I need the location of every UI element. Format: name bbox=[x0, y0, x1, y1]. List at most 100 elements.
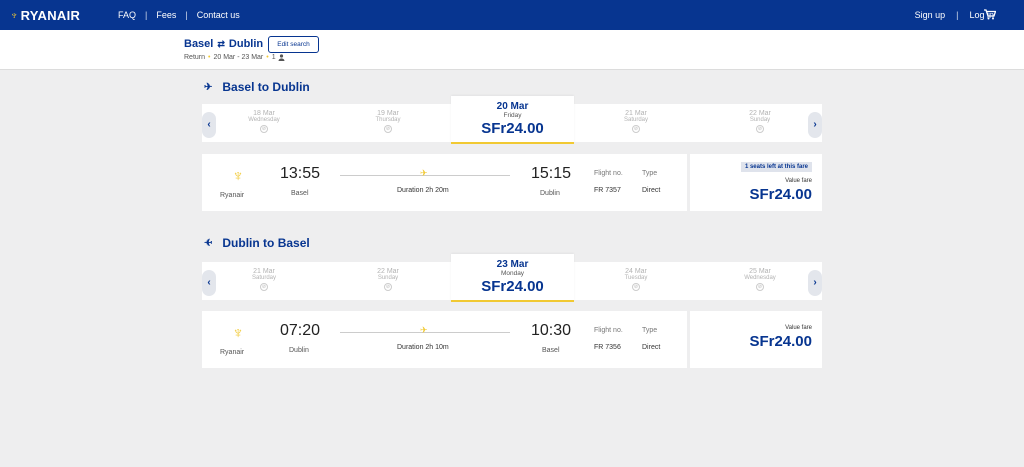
nav-link-faq[interactable]: FAQ bbox=[118, 10, 137, 20]
weekday-label: Monday bbox=[500, 270, 525, 277]
date-price: SFr24.00 bbox=[481, 120, 544, 137]
trip-dates: 20 Mar - 23 Mar bbox=[213, 54, 264, 61]
arrival-time: 10:30 bbox=[531, 322, 572, 339]
arrival-time: 15:15 bbox=[531, 165, 572, 182]
flight-number-label: Flight no. bbox=[594, 327, 623, 334]
unavailable-icon: ⊘ bbox=[756, 125, 764, 133]
date-option[interactable]: 19 Mar Thursday ⊘ bbox=[326, 104, 450, 142]
nav-separator: | bbox=[956, 10, 959, 20]
date-label: 22 Mar bbox=[377, 268, 399, 275]
selected-date-option[interactable]: 23 Mar Monday SFr24.00 bbox=[451, 254, 574, 302]
unavailable-icon: ⊘ bbox=[756, 283, 764, 291]
departure-city: Basel bbox=[291, 190, 309, 197]
weekday-label: Tuesday bbox=[624, 275, 648, 281]
weekday-label: Wednesday bbox=[744, 275, 776, 281]
date-option[interactable]: 25 Mar Wednesday ⊘ bbox=[698, 262, 822, 300]
date-option[interactable]: 21 Mar Saturday ⊘ bbox=[202, 262, 326, 300]
fare-price: SFr24.00 bbox=[749, 186, 812, 203]
date-option[interactable]: 18 Mar Wednesday ⊘ bbox=[202, 104, 326, 142]
fare-price: SFr24.00 bbox=[749, 333, 812, 350]
logo-text: RYANAIR bbox=[20, 8, 81, 23]
date-option[interactable]: 21 Mar Saturday ⊘ bbox=[574, 104, 698, 142]
unavailable-icon: ⊘ bbox=[260, 283, 268, 291]
dot-separator: • bbox=[208, 54, 211, 61]
user-icon bbox=[278, 54, 285, 61]
flight-duration: Duration 2h 10m bbox=[397, 344, 449, 351]
outbound-title: Basel to Dublin bbox=[222, 80, 310, 94]
weekday-label: Friday bbox=[503, 112, 522, 119]
weekday-label: Sunday bbox=[377, 275, 399, 281]
harp-logo-icon: ♆ bbox=[232, 168, 244, 185]
date-option[interactable]: 22 Mar Sunday ⊘ bbox=[698, 104, 822, 142]
account-links: Sign up | Log in bbox=[915, 10, 994, 20]
cart-icon[interactable] bbox=[984, 9, 996, 20]
flight-duration: Duration 2h 20m bbox=[397, 187, 449, 194]
nav-separator: | bbox=[185, 10, 188, 20]
flight-type: Direct bbox=[642, 187, 661, 194]
date-label: 18 Mar bbox=[253, 110, 275, 117]
seats-left-badge: 1 seats left at this fare bbox=[740, 162, 812, 172]
plane-icon: ✈ bbox=[204, 81, 213, 93]
date-label: 22 Mar bbox=[749, 110, 771, 117]
edit-search-button[interactable]: Edit search bbox=[268, 36, 319, 53]
chevron-left-icon[interactable]: ‹ bbox=[202, 270, 216, 296]
weekday-label: Wednesday bbox=[248, 117, 280, 123]
passenger-count: 1 bbox=[271, 54, 276, 61]
date-label: 21 Mar bbox=[625, 110, 647, 117]
departure-time: 13:55 bbox=[280, 165, 321, 182]
date-label: 23 Mar bbox=[496, 259, 529, 270]
plane-icon: ✈ bbox=[420, 168, 428, 178]
weekday-label: Sunday bbox=[749, 117, 771, 123]
departure-time: 07:20 bbox=[280, 322, 321, 339]
destination-city: Dublin bbox=[228, 38, 264, 50]
fare-type: Value fare bbox=[785, 325, 812, 331]
log-in-link[interactable]: Log in bbox=[969, 10, 994, 20]
flight-number: FR 7357 bbox=[594, 187, 621, 194]
fare-type: Value fare bbox=[785, 178, 812, 184]
date-option[interactable]: 22 Mar Sunday ⊘ bbox=[326, 262, 450, 300]
chevron-right-icon[interactable]: › bbox=[808, 270, 822, 296]
outbound-flight-card[interactable]: ♆ Ryanair 13:55 Basel ✈ Duration 2h 20m … bbox=[202, 154, 687, 211]
flight-number-label: Flight no. bbox=[594, 170, 623, 177]
inbound-flight-card[interactable]: ♆ Ryanair 07:20 Dublin ✈ Duration 2h 10m… bbox=[202, 311, 687, 368]
unavailable-icon: ⊘ bbox=[632, 125, 640, 133]
airline-name: Ryanair bbox=[220, 192, 245, 199]
type-label: Type bbox=[642, 170, 658, 177]
date-label: 25 Mar bbox=[749, 268, 771, 275]
weekday-label: Saturday bbox=[623, 117, 648, 123]
selected-date-option[interactable]: 20 Mar Friday SFr24.00 bbox=[451, 96, 574, 144]
ryanair-logo[interactable]: ♆ RYANAIR bbox=[10, 8, 80, 23]
outbound-fare-card[interactable]: 1 seats left at this fare Value fare SFr… bbox=[690, 154, 822, 211]
departure-city: Dublin bbox=[289, 347, 309, 354]
top-navigation-bar: ♆ RYANAIR FAQ | Fees | Contact us Sign u… bbox=[0, 0, 1024, 30]
flight-type: Direct bbox=[642, 344, 661, 351]
route-line bbox=[340, 332, 510, 333]
inbound-fare-card[interactable]: Value fare SFr24.00 bbox=[690, 311, 822, 368]
chevron-left-icon[interactable]: ‹ bbox=[202, 112, 216, 138]
inbound-section-title: ✈ Dublin to Basel bbox=[204, 236, 310, 250]
date-label: 24 Mar bbox=[625, 268, 647, 275]
type-label: Type bbox=[642, 327, 658, 334]
flight-number: FR 7356 bbox=[594, 344, 621, 351]
unavailable-icon: ⊘ bbox=[384, 283, 392, 291]
inbound-date-carousel: 21 Mar Saturday ⊘ 22 Mar Sunday ⊘ 23 Mar… bbox=[202, 254, 822, 302]
sign-up-link[interactable]: Sign up bbox=[914, 10, 946, 20]
date-label: 21 Mar bbox=[253, 268, 275, 275]
date-option[interactable]: 24 Mar Tuesday ⊘ bbox=[574, 262, 698, 300]
chevron-right-icon[interactable]: › bbox=[808, 112, 822, 138]
origin-city: Basel bbox=[184, 38, 214, 50]
outbound-section-title: ✈ Basel to Dublin bbox=[204, 80, 310, 94]
date-label: 20 Mar bbox=[496, 101, 529, 112]
nav-link-contact[interactable]: Contact us bbox=[196, 10, 240, 20]
trip-info: Return • 20 Mar - 23 Mar • 1 bbox=[184, 54, 285, 61]
arrival-city: Dublin bbox=[540, 190, 560, 197]
arrival-city: Basel bbox=[542, 347, 560, 354]
unavailable-icon: ⊘ bbox=[384, 125, 392, 133]
swap-icon: ⇄ bbox=[217, 38, 225, 49]
search-summary-bar bbox=[0, 30, 1024, 70]
date-price: SFr24.00 bbox=[481, 278, 544, 295]
date-label: 19 Mar bbox=[377, 110, 399, 117]
inbound-title: Dublin to Basel bbox=[222, 236, 310, 250]
trip-type: Return bbox=[184, 54, 206, 61]
nav-link-fees[interactable]: Fees bbox=[156, 10, 177, 20]
